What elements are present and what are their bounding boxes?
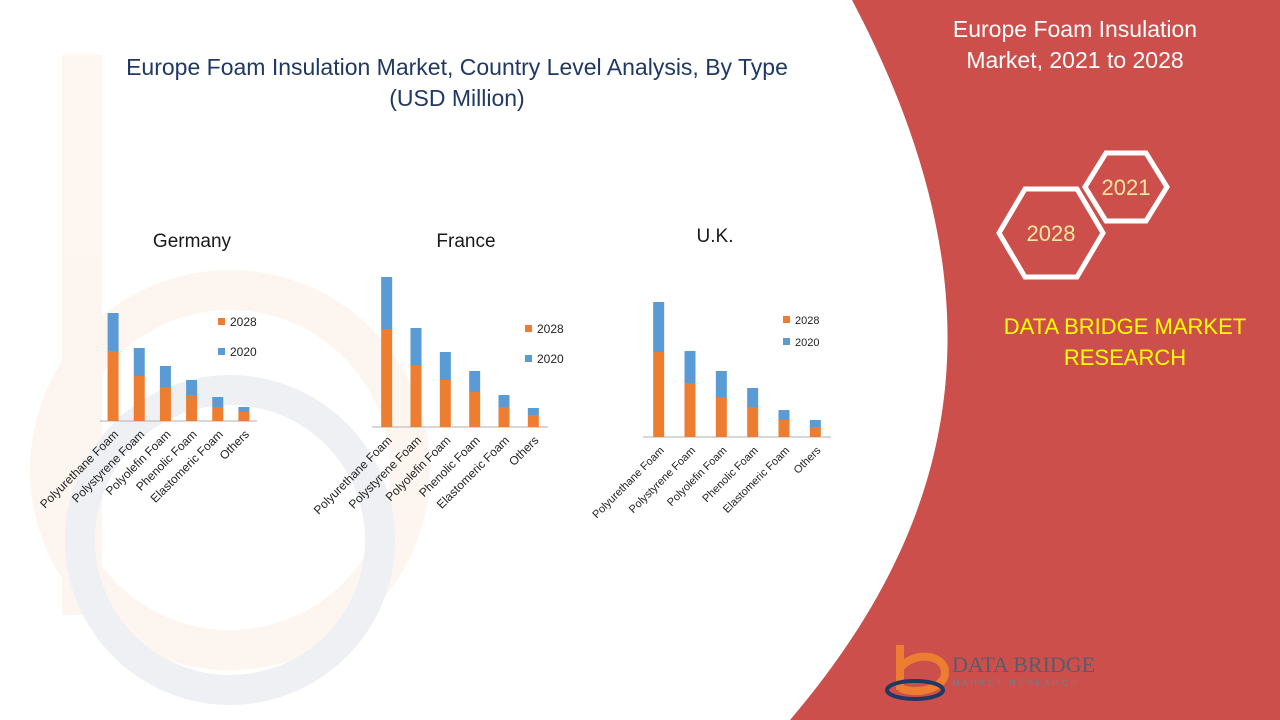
- bar-2020-elastomeric-foam: [212, 397, 224, 407]
- bar-2028-polystyrene-foam: [410, 365, 422, 427]
- legend-label-2028: 2028: [537, 322, 564, 336]
- hexagon-label-2021: 2021: [1102, 175, 1151, 200]
- legend-swatch-2028: [783, 316, 790, 323]
- bar-2020-polyurethane-foam: [653, 302, 665, 352]
- legend-swatch-2028: [218, 318, 225, 325]
- bar-2020-elastomeric-foam: [778, 410, 790, 420]
- bar-2020-others: [809, 420, 821, 427]
- hexagon-label-2028: 2028: [1027, 221, 1076, 246]
- bar-2028-polyolefin-foam: [439, 380, 451, 427]
- bar-2028-others: [809, 427, 821, 437]
- legend-label-2028: 2028: [795, 315, 819, 327]
- bar-2020-others: [238, 407, 250, 412]
- bar-2028-phenolic-foam: [747, 407, 759, 437]
- logo-tagline: MARKET RESEARCH: [952, 678, 1079, 688]
- side-panel-background: [790, 0, 1280, 720]
- company-logo: DATA BRIDGE MARKET RESEARCH: [885, 645, 1095, 701]
- bar-2020-polyurethane-foam: [107, 313, 119, 351]
- bar-2028-elastomeric-foam: [212, 407, 224, 421]
- page-title: Europe Foam Insulation Market, Country L…: [126, 54, 788, 111]
- legend-label-2020: 2020: [795, 337, 819, 349]
- bar-2020-phenolic-foam: [747, 388, 759, 407]
- x-tick-label: Others: [217, 427, 252, 462]
- bar-2020-polystyrene-foam: [133, 348, 145, 376]
- legend-label-2028: 2028: [230, 315, 257, 329]
- bar-2028-polyurethane-foam: [107, 351, 119, 421]
- bar-2028-others: [527, 415, 539, 427]
- bar-2020-polyolefin-foam: [439, 352, 451, 380]
- brand-text: DATA BRIDGE MARKET RESEARCH: [1003, 314, 1247, 370]
- watermark-logo: [30, 55, 430, 705]
- hexagon-2028: [996, 186, 1106, 280]
- bar-2028-elastomeric-foam: [778, 420, 790, 437]
- bar-2020-polyurethane-foam: [381, 277, 393, 329]
- bar-2028-polyolefin-foam: [159, 387, 171, 421]
- bar-2028-others: [238, 412, 250, 421]
- x-tick-label: Phenolic Foam: [700, 445, 760, 505]
- bar-2028-elastomeric-foam: [498, 407, 510, 427]
- bar-2028-polystyrene-foam: [133, 376, 145, 421]
- bar-2028-phenolic-foam: [469, 392, 481, 427]
- x-tick-label: Others: [792, 444, 824, 476]
- bar-2020-phenolic-foam: [186, 380, 198, 395]
- chart-title-uk: U.K.: [696, 226, 734, 247]
- bar-2028-polyurethane-foam: [381, 329, 393, 427]
- legend-swatch-2020: [783, 338, 790, 345]
- bar-2020-polyolefin-foam: [159, 366, 171, 387]
- hexagon-2021: [1082, 150, 1170, 224]
- bar-2020-elastomeric-foam: [498, 395, 510, 407]
- bar-2020-phenolic-foam: [469, 371, 481, 392]
- bar-2028-phenolic-foam: [186, 395, 198, 421]
- bar-2028-polystyrene-foam: [684, 383, 696, 437]
- bar-2020-others: [527, 408, 539, 415]
- bar-2020-polystyrene-foam: [684, 351, 696, 383]
- x-tick-label: Others: [506, 433, 541, 468]
- legend-swatch-2020: [218, 348, 225, 355]
- chart-title-germany: Germany: [152, 231, 232, 252]
- legend-label-2020: 2020: [230, 345, 257, 359]
- bar-2020-polyolefin-foam: [715, 371, 727, 397]
- bar-2028-polyurethane-foam: [653, 352, 665, 437]
- legend-label-2020: 2020: [537, 352, 564, 366]
- legend-swatch-2020: [525, 355, 532, 362]
- logo-name: DATA BRIDGE: [952, 652, 1095, 677]
- chart-title-france: France: [436, 231, 496, 252]
- side-panel-heading: Europe Foam Insulation Market, 2021 to 2…: [952, 16, 1198, 73]
- bar-2028-polyolefin-foam: [715, 397, 727, 437]
- bar-2020-polystyrene-foam: [410, 328, 422, 365]
- legend-swatch-2028: [525, 325, 532, 332]
